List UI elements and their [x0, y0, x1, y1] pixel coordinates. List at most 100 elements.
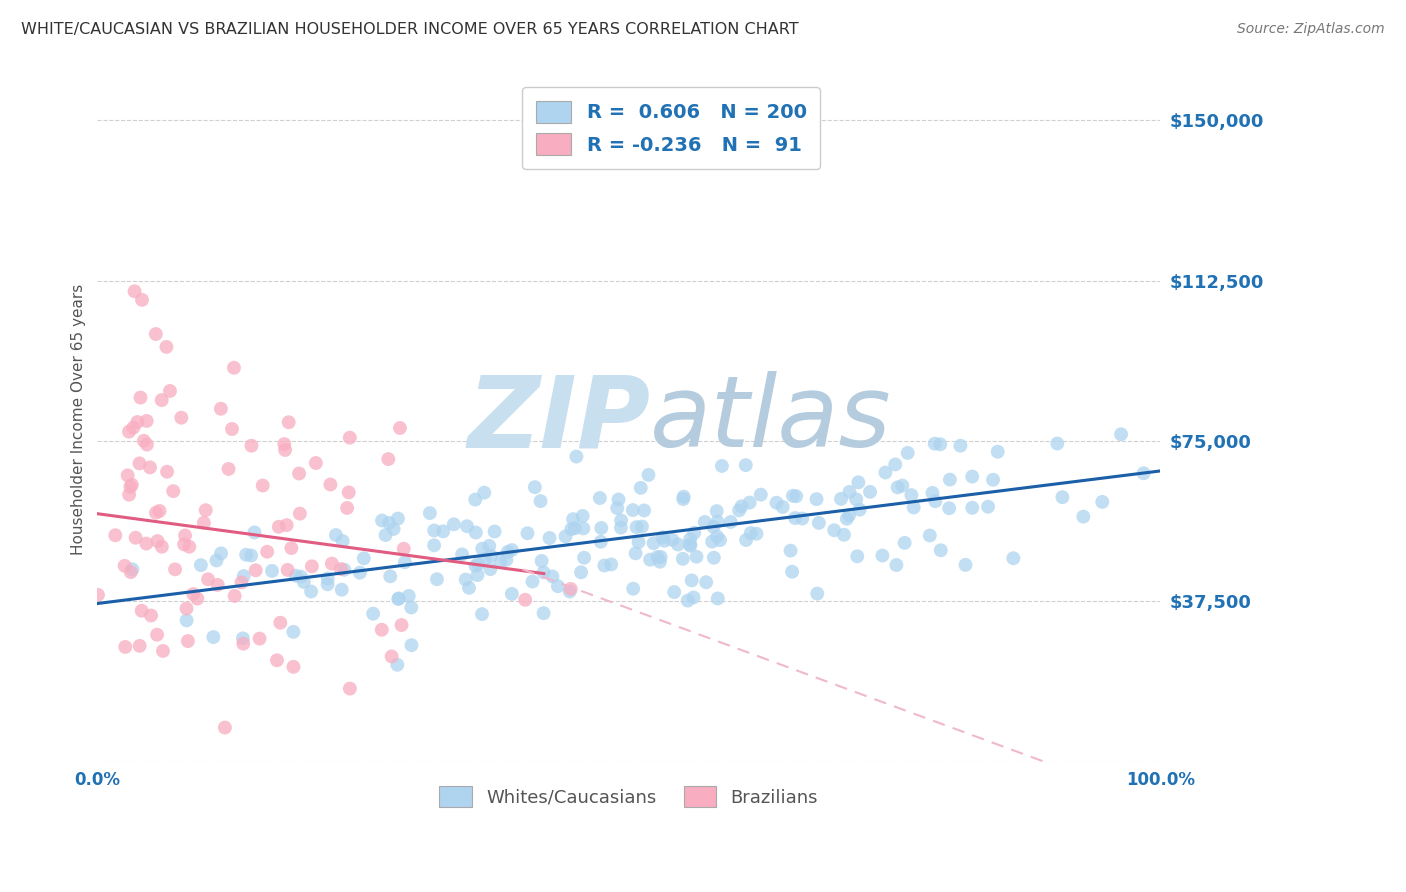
Point — [626, 520, 648, 534]
Point — [471, 541, 494, 556]
Point — [749, 488, 772, 502]
Point — [529, 494, 551, 508]
Point — [145, 327, 167, 342]
Point — [929, 437, 952, 451]
Point — [232, 632, 254, 646]
Point — [765, 496, 787, 510]
Point — [838, 508, 860, 523]
Point — [124, 531, 146, 545]
Point — [260, 564, 283, 578]
Point — [633, 503, 655, 517]
Point — [730, 500, 752, 514]
Point — [451, 548, 474, 562]
Point — [148, 504, 170, 518]
Point — [872, 549, 894, 563]
Point — [938, 501, 960, 516]
Point — [361, 607, 384, 621]
Point — [267, 520, 290, 534]
Point — [676, 593, 699, 607]
Point — [104, 528, 127, 542]
Point — [479, 549, 502, 563]
Point — [443, 517, 465, 532]
Point — [179, 540, 201, 554]
Point — [205, 553, 228, 567]
Point — [240, 549, 263, 563]
Point — [806, 492, 828, 507]
Point — [565, 450, 588, 464]
Point — [702, 520, 724, 534]
Point — [554, 529, 576, 543]
Point — [591, 521, 613, 535]
Point — [252, 478, 274, 492]
Point — [249, 632, 271, 646]
Point — [955, 558, 977, 572]
Point — [496, 545, 519, 559]
Point — [650, 549, 672, 564]
Point — [918, 528, 941, 542]
Point — [838, 484, 860, 499]
Point — [256, 545, 278, 559]
Point — [392, 541, 415, 556]
Point — [707, 591, 730, 606]
Point — [273, 437, 295, 451]
Point — [886, 480, 908, 494]
Point — [464, 492, 486, 507]
Point — [381, 649, 404, 664]
Point — [679, 532, 702, 546]
Point — [467, 568, 489, 582]
Point — [388, 421, 411, 435]
Point — [283, 624, 305, 639]
Point — [146, 628, 169, 642]
Point — [695, 575, 717, 590]
Point — [654, 533, 676, 548]
Point — [478, 539, 501, 553]
Point — [589, 491, 612, 505]
Point — [292, 574, 315, 589]
Point — [330, 562, 353, 576]
Point — [186, 591, 208, 606]
Point — [120, 565, 142, 579]
Point — [382, 522, 405, 536]
Point — [638, 552, 661, 566]
Point — [672, 490, 695, 504]
Point — [117, 468, 139, 483]
Point — [560, 522, 582, 536]
Point — [664, 585, 686, 599]
Point — [316, 572, 339, 586]
Point — [280, 541, 302, 555]
Point — [214, 721, 236, 735]
Point — [176, 613, 198, 627]
Point — [456, 519, 478, 533]
Point — [224, 589, 246, 603]
Point — [288, 467, 311, 481]
Point — [1046, 436, 1069, 450]
Point — [135, 536, 157, 550]
Point — [835, 511, 858, 525]
Point — [277, 563, 299, 577]
Point — [197, 572, 219, 586]
Point — [121, 477, 143, 491]
Point — [423, 538, 446, 552]
Point — [1132, 467, 1154, 481]
Point — [1052, 490, 1074, 504]
Point — [630, 481, 652, 495]
Point — [118, 425, 141, 439]
Point — [807, 516, 830, 530]
Point — [823, 523, 845, 537]
Point — [891, 478, 914, 492]
Point — [325, 528, 347, 542]
Point — [806, 586, 828, 600]
Point — [176, 601, 198, 615]
Point — [283, 660, 305, 674]
Point — [960, 469, 983, 483]
Point — [131, 293, 153, 307]
Point — [387, 511, 409, 525]
Point — [538, 531, 561, 545]
Text: Source: ZipAtlas.com: Source: ZipAtlas.com — [1237, 22, 1385, 37]
Point — [333, 563, 356, 577]
Point — [661, 533, 683, 547]
Point — [621, 503, 644, 517]
Point — [139, 460, 162, 475]
Point — [240, 439, 263, 453]
Point — [432, 524, 454, 539]
